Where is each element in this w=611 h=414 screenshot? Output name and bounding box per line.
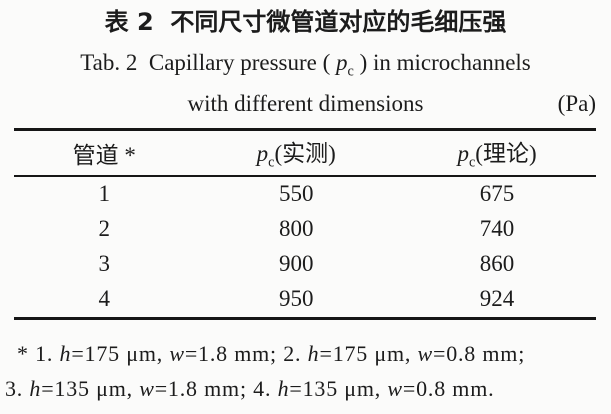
cell-measured: 550 xyxy=(279,181,314,207)
table-row: 4 950 924 xyxy=(14,282,596,317)
table-footnote: * 1. h=175 μm, w=1.8 mm; 2. h=175 μm, w=… xyxy=(5,336,603,406)
title-en-prefix: Tab. 2 Capillary pressure ( xyxy=(80,50,337,75)
cell-channel: 2 xyxy=(98,216,110,242)
table-header-row: 管道 * pc(实测) pc(理论) xyxy=(14,131,596,177)
unit-label: (Pa) xyxy=(557,90,596,116)
footnote-text: =0.8 mm; xyxy=(432,340,526,366)
cell-channel: 1 xyxy=(98,181,110,207)
footnote-text: =175 μm, xyxy=(319,340,418,366)
header-measured-variable: p xyxy=(256,140,269,166)
cell-channel: 4 xyxy=(98,286,110,312)
cell-theoretical: 924 xyxy=(479,286,515,312)
header-theoretical-subscript: c xyxy=(468,154,476,171)
footnote-text: =1.8 mm; 4. xyxy=(154,375,278,401)
header-cell-theoretical: pc(理论) xyxy=(398,134,596,172)
footnote-text: * 1. xyxy=(17,340,60,366)
table-title-zh: 表 2 不同尺寸微管道对应的毛细压强 xyxy=(104,8,507,36)
var-h: h xyxy=(29,375,42,401)
title-en-line2-text: with different dimensions xyxy=(187,90,424,116)
header-theoretical-variable: p xyxy=(457,140,469,166)
var-h: h xyxy=(277,375,290,401)
var-w: w xyxy=(139,375,155,401)
var-w: w xyxy=(417,340,433,366)
footnote-text: 3. xyxy=(5,375,30,401)
footnote-line-1: * 1. h=175 μm, w=1.8 mm; 2. h=175 μm, w=… xyxy=(5,336,603,371)
var-w: w xyxy=(387,375,403,401)
footnote-text: =1.8 mm; 2. xyxy=(184,340,308,366)
var-h: h xyxy=(307,340,320,366)
title-en-suffix: ) in microchannels xyxy=(353,50,531,75)
cell-measured: 900 xyxy=(279,251,314,277)
table-title-en-line2: with different dimensions (Pa) xyxy=(0,90,611,118)
var-w: w xyxy=(169,340,185,366)
table-row: 3 900 860 xyxy=(14,247,596,282)
data-table: 管道 * pc(实测) pc(理论) 1 550 675 2 800 740 3… xyxy=(14,127,596,320)
table-row: 1 550 675 xyxy=(14,177,596,212)
footnote-text: =135 μm, xyxy=(41,375,140,401)
header-measured-paren: (实测) xyxy=(274,140,336,166)
header-measured-subscript: c xyxy=(268,154,275,171)
cell-theoretical: 675 xyxy=(479,181,515,207)
cell-theoretical: 740 xyxy=(479,216,515,242)
header-cell-measured: pc(实测) xyxy=(194,134,398,172)
cell-measured: 950 xyxy=(279,286,314,312)
table-title-en: Tab. 2 Capillary pressure ( pc ) in micr… xyxy=(0,49,611,86)
footnote-line-2: 3. h=135 μm, w=1.8 mm; 4. h=135 μm, w=0.… xyxy=(5,371,603,406)
header-theoretical-paren: (理论) xyxy=(475,140,537,166)
table-row: 2 800 740 xyxy=(14,212,596,247)
title-pc-variable: p xyxy=(336,50,348,75)
footnote-text: =135 μm, xyxy=(289,375,388,401)
title-pc-subscript: c xyxy=(347,63,354,80)
var-h: h xyxy=(59,340,72,366)
footnote-text: =0.8 mm. xyxy=(402,375,495,401)
footnote-text: =175 μm, xyxy=(71,340,170,366)
paper-table-figure: 表 2 不同尺寸微管道对应的毛细压强 Tab. 2 Capillary pres… xyxy=(0,8,611,414)
cell-theoretical: 860 xyxy=(479,251,515,277)
cell-channel: 3 xyxy=(98,251,110,277)
cell-measured: 800 xyxy=(279,216,314,242)
header-cell-channel: 管道 * xyxy=(72,142,136,168)
